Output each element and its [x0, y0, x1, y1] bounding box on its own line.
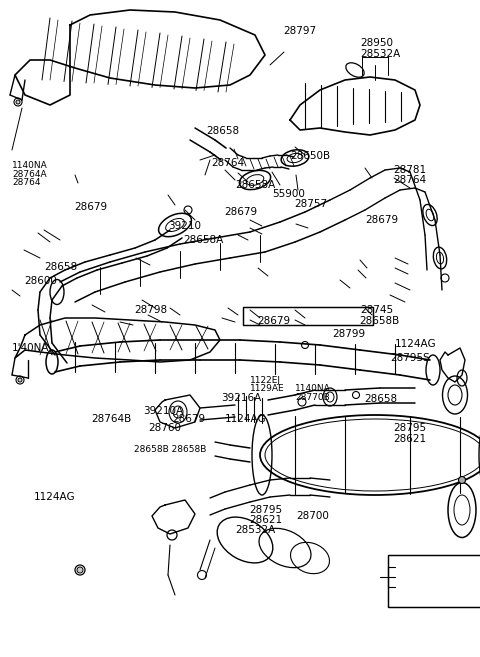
Text: 28650B: 28650B	[290, 151, 331, 162]
Text: 39210: 39210	[168, 221, 201, 231]
Text: 28532A: 28532A	[360, 49, 400, 59]
Text: 28760: 28760	[148, 422, 181, 433]
Text: 28757: 28757	[295, 198, 328, 209]
Text: 28745: 28745	[360, 305, 393, 315]
Text: 28679: 28679	[74, 202, 108, 212]
Text: 1124AG: 1124AG	[395, 339, 436, 350]
Text: 39210A: 39210A	[143, 406, 183, 417]
Text: 28621: 28621	[394, 434, 427, 444]
Text: 28532A: 28532A	[235, 524, 276, 535]
Text: 28781: 28781	[394, 164, 427, 175]
Text: 28679: 28679	[172, 413, 205, 424]
Text: 28600: 28600	[24, 275, 57, 286]
Text: 28658: 28658	[364, 394, 397, 405]
Text: 28795: 28795	[394, 423, 427, 434]
Text: 28764: 28764	[12, 178, 40, 187]
Bar	[388, 555, 480, 607]
Text: 28950: 28950	[360, 37, 393, 48]
Text: 1122EJ: 1122EJ	[250, 376, 281, 385]
Text: 1129AE: 1129AE	[250, 384, 284, 394]
Text: 28764: 28764	[394, 175, 427, 185]
Text: 28658B: 28658B	[359, 315, 399, 326]
Text: 28621: 28621	[250, 514, 283, 525]
Bar	[388, 555, 480, 607]
Text: 1140NA: 1140NA	[12, 161, 48, 170]
Text: 55900: 55900	[272, 189, 305, 199]
Text: 28658: 28658	[206, 126, 240, 137]
Text: 28658B 28658B: 28658B 28658B	[134, 445, 207, 454]
Ellipse shape	[77, 567, 83, 573]
Text: 39216A: 39216A	[221, 393, 261, 403]
Text: 28770B: 28770B	[295, 393, 330, 402]
Text: 28795S: 28795S	[390, 353, 430, 363]
Text: 1124AG: 1124AG	[225, 413, 266, 424]
Bar	[243, 307, 373, 325]
Text: 28679: 28679	[225, 206, 258, 217]
Text: 28764B: 28764B	[91, 413, 132, 424]
Text: 28658: 28658	[44, 261, 77, 272]
Text: 28798: 28798	[134, 305, 168, 315]
Ellipse shape	[458, 476, 466, 484]
Text: 28764A: 28764A	[12, 170, 47, 179]
Bar	[243, 307, 373, 325]
Text: 28797: 28797	[283, 26, 316, 36]
Text: 1'40NA: 1'40NA	[12, 343, 49, 353]
Text: 28658A: 28658A	[235, 180, 276, 191]
Text: 1124AG: 1124AG	[34, 491, 75, 502]
Ellipse shape	[16, 100, 20, 104]
Text: 1140NA: 1140NA	[295, 384, 331, 394]
Text: 28679: 28679	[365, 215, 398, 225]
Text: 28764: 28764	[211, 158, 244, 168]
Text: 28658A: 28658A	[183, 235, 224, 246]
Text: 28679: 28679	[257, 316, 290, 327]
Text: 28799: 28799	[333, 329, 366, 340]
Text: 28700: 28700	[296, 510, 329, 521]
Ellipse shape	[18, 378, 22, 382]
Text: 28795: 28795	[250, 505, 283, 515]
